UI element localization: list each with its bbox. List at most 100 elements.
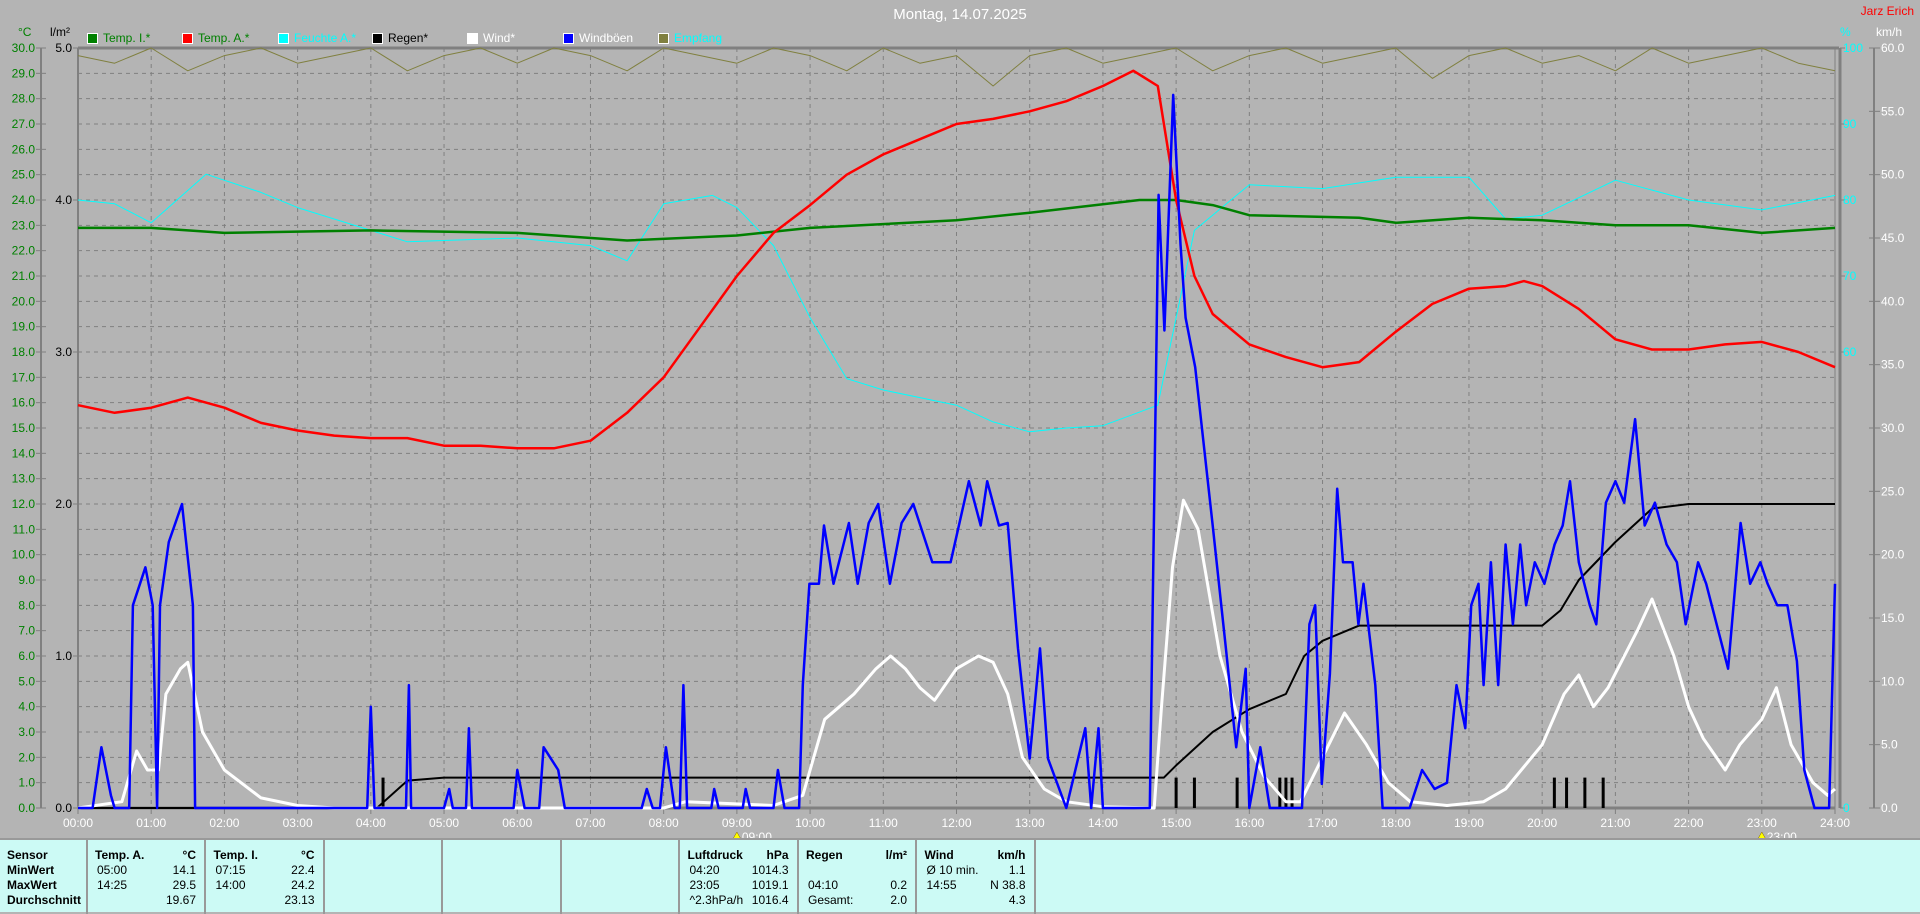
humidity-tick-label: 60 [1843, 345, 1857, 359]
rain-tick-label: 3.0 [55, 345, 72, 359]
humidity-tick-label: 90 [1843, 117, 1857, 131]
legend-label: Regen* [388, 31, 429, 45]
legend-label: Temp. I.* [103, 31, 151, 45]
temp-tick-label: 19.0 [12, 320, 36, 334]
column-unit: km/h [997, 848, 1026, 862]
table-column [444, 840, 562, 914]
table-row-labels: Sensor MinWert MaxWert Durchschnitt [0, 840, 88, 914]
wind-tick-label: 40.0 [1881, 294, 1905, 308]
x-tick-label: 01:00 [136, 816, 166, 830]
legend-swatch [467, 32, 478, 44]
cell-value: 4.3 [1008, 893, 1026, 907]
legend-label: Feuchte A.* [294, 31, 357, 45]
cell-time: 05:00 [97, 863, 128, 877]
legend-swatch [182, 32, 193, 44]
x-tick-label: 20:00 [1527, 816, 1557, 830]
x-tick-label: 24:00 [1820, 816, 1850, 830]
column-unit: l/m² [885, 848, 907, 862]
temp-tick-label: 3.0 [18, 725, 35, 739]
temp-tick-label: 28.0 [12, 92, 36, 106]
humidity-axis-unit: % [1840, 25, 1851, 39]
temp-tick-label: 10.0 [12, 548, 36, 562]
temp-tick-label: 15.0 [12, 421, 36, 435]
cell-value: 2.0 [890, 893, 907, 907]
cell-time: Gesamt: [808, 893, 854, 907]
author-label: Jarz Erich [1860, 4, 1914, 18]
x-tick-label: 21:00 [1600, 816, 1630, 830]
legend-item: Empfang [658, 31, 722, 45]
temp-tick-label: 13.0 [12, 472, 36, 486]
wind-tick-label: 30.0 [1881, 421, 1905, 435]
wind-axis-unit: km/h [1876, 25, 1903, 39]
table-column: Regen l/m² 04:10 0.2 Gesamt: 2.0 [799, 840, 917, 914]
legend-item: Windböen [563, 31, 633, 45]
wind-tick-label: 50.0 [1881, 168, 1905, 182]
column-header: Luftdruck [687, 848, 743, 862]
temp-tick-label: 27.0 [12, 117, 36, 131]
series-feuchte-a [77, 173, 1836, 433]
temp-tick-label: 14.0 [12, 446, 36, 460]
humidity-tick-label: 100 [1843, 41, 1863, 55]
legend-item: Temp. I.* [87, 31, 150, 45]
cell-value: 1019.1 [751, 878, 789, 892]
x-tick-label: 00:00 [63, 816, 93, 830]
column-header: Wind [924, 848, 954, 862]
temp-tick-label: 26.0 [12, 142, 36, 156]
series-empfang [77, 47, 1836, 87]
cell-time: 14:00 [215, 878, 246, 892]
temp-tick-label: 18.0 [12, 345, 36, 359]
wind-tick-label: 45.0 [1881, 231, 1905, 245]
humidity-tick-label: 0 [1843, 801, 1850, 815]
x-tick-label: 15:00 [1161, 816, 1191, 830]
series-windb-en [78, 93, 1837, 810]
temp-tick-label: 8.0 [18, 598, 35, 612]
temp-tick-label: 17.0 [12, 370, 36, 384]
temp-tick-label: 2.0 [18, 750, 35, 764]
row-label: MinWert [7, 863, 55, 877]
cell-value: 24.2 [291, 878, 315, 892]
legend-swatch [372, 32, 383, 44]
time-marker-arrow-icon [733, 831, 741, 838]
legend-item: Wind* [467, 31, 515, 45]
cell-time: 04:20 [689, 863, 720, 877]
temp-tick-label: 9.0 [18, 573, 35, 587]
legend-label: Empfang [674, 31, 723, 45]
series-regen [78, 503, 1835, 809]
x-tick-label: 02:00 [209, 816, 239, 830]
cell-value: 0.2 [890, 878, 907, 892]
temp-tick-label: 29.0 [12, 66, 36, 80]
table-column: Luftdruck hPa 04:20 1014.3 23:05 1019.1 ^2.3hP… [681, 840, 799, 914]
humidity-tick-label: 70 [1843, 269, 1857, 283]
temp-tick-label: 11.0 [13, 522, 36, 536]
x-tick-label: 05:00 [429, 816, 459, 830]
column-unit: °C [301, 848, 315, 862]
row-label: Sensor [7, 848, 48, 862]
temp-tick-label: 7.0 [18, 624, 35, 638]
x-tick-label: 08:00 [649, 816, 679, 830]
legend-label: Windböen [579, 31, 634, 45]
x-tick-label: 14:00 [1088, 816, 1118, 830]
temp-tick-label: 20.0 [12, 294, 36, 308]
legend-swatch [87, 32, 98, 44]
x-tick-label: 10:00 [795, 816, 825, 830]
temp-tick-label: 30.0 [12, 41, 36, 55]
cell-time: 04:10 [808, 878, 839, 892]
x-tick-label: 11:00 [869, 816, 898, 830]
time-marker-arrow-icon [1758, 831, 1766, 838]
rain-tick-label: 4.0 [55, 193, 72, 207]
cell-value: 29.5 [172, 878, 196, 892]
rain-tick-label: 5.0 [55, 41, 72, 55]
temp-tick-label: 6.0 [18, 649, 35, 663]
legend-label: Wind* [483, 31, 516, 45]
wind-tick-label: 15.0 [1881, 611, 1905, 625]
cell-value: 19.67 [165, 893, 196, 907]
temp-tick-label: 24.0 [12, 193, 36, 207]
cell-value: 1016.4 [751, 893, 789, 907]
cell-value: 22.4 [291, 863, 315, 877]
table-column: Temp. I. °C 07:15 22.4 14:00 24.2 23.13 [207, 840, 325, 914]
cell-value: 23.13 [284, 893, 315, 907]
column-unit: hPa [766, 848, 789, 862]
wind-tick-label: 10.0 [1881, 674, 1905, 688]
cell-time: Ø 10 min. [926, 863, 979, 877]
legend-swatch [278, 32, 289, 44]
